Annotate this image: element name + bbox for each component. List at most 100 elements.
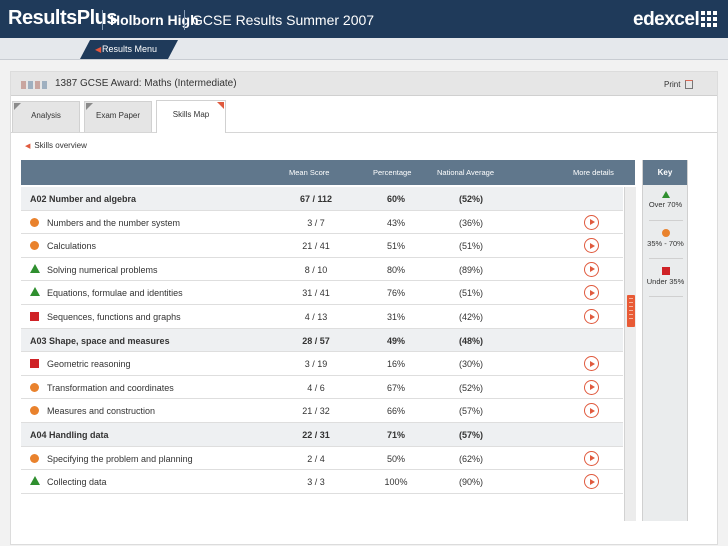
skill-row: Geometric reasoning 3 / 19 16% (30%) (21, 352, 623, 376)
circle-icon (30, 382, 39, 392)
percentage: 43% (386, 217, 405, 228)
skill-label: Sequences, functions and graphs (47, 312, 181, 322)
national-average: (51%) (458, 241, 483, 252)
national-average-header: National Average (437, 168, 494, 177)
national-average: (57%) (458, 406, 483, 417)
brand-name: ResultsPlus (8, 7, 117, 29)
percentage-header: Percentage (373, 168, 412, 177)
national-average: (48%) (458, 335, 483, 346)
percentage: 31% (386, 312, 405, 322)
national-average: (52%) (458, 194, 483, 204)
table-header: Mean Score Percentage National Average M… (21, 160, 635, 185)
tab-skills-map[interactable]: Skills Map (156, 100, 226, 133)
results-title: GCSE Results Summer 2007 (192, 12, 375, 28)
award-logo-icon (21, 81, 47, 89)
mean-score: 21 / 32 (302, 406, 330, 417)
school-name: Holborn High (110, 12, 199, 28)
tab-corner-icon (86, 103, 93, 110)
more-details-button[interactable] (584, 356, 599, 372)
mean-score: 3 / 7 (307, 217, 325, 228)
national-average: (62%) (458, 453, 483, 464)
percentage: 16% (386, 359, 405, 370)
more-details-button[interactable] (584, 403, 599, 419)
more-details-header: More details (573, 168, 614, 177)
results-menu-button[interactable]: ◀ Results Menu (80, 40, 178, 59)
skill-label: Equations, formulae and identities (47, 288, 183, 299)
square-icon (30, 359, 39, 369)
mean-score: 22 / 31 (302, 430, 330, 440)
skill-label: Numbers and the number system (47, 217, 181, 228)
percentage: 71% (386, 430, 405, 440)
section-row: A03 Shape, space and measures 28 / 57 49% (… (21, 328, 623, 353)
mean-score-header: Mean Score (289, 168, 330, 177)
more-details-button[interactable] (584, 214, 599, 230)
apps-grid-icon[interactable] (701, 11, 717, 27)
percentage: 66% (386, 406, 405, 417)
table-scrollbar[interactable] (624, 187, 636, 521)
more-details-button[interactable] (584, 474, 599, 490)
more-details-button[interactable] (584, 285, 599, 301)
back-arrow-icon: ◀ (95, 45, 102, 54)
key-divider (649, 296, 683, 297)
national-average: (57%) (458, 430, 483, 440)
mean-score: 4 / 13 (304, 312, 328, 322)
section-row: A04 Handling data 22 / 31 71% (57%) (21, 423, 623, 447)
percentage: 49% (386, 335, 405, 346)
mean-score: 2 / 4 (307, 453, 325, 464)
print-icon[interactable] (685, 80, 693, 89)
more-details-button[interactable] (584, 238, 599, 254)
tab-label: Analysis (31, 111, 61, 120)
tab-label: Skills Map (172, 110, 210, 119)
tab-corner-icon (14, 103, 21, 110)
tab-bar: Analysis Exam Paper Skills Map (11, 100, 717, 133)
circle-icon (30, 453, 39, 463)
circle-icon (30, 241, 39, 251)
skill-row: Measures and construction 21 / 32 66% (57%) (21, 399, 623, 423)
more-details-button[interactable] (584, 450, 599, 466)
triangle-icon (30, 287, 40, 297)
skill-label: Measures and construction (47, 406, 156, 417)
tab-analysis[interactable]: Analysis (12, 101, 80, 132)
sub-navigation-bar (0, 38, 728, 60)
circle-icon (661, 229, 670, 237)
print-button[interactable]: Print (664, 80, 681, 89)
percentage: 76% (386, 288, 405, 299)
results-panel: 1387 GCSE Award: Maths (Intermediate) Pr… (10, 71, 718, 545)
skills-overview-link[interactable]: ◀ Skills overview (25, 141, 87, 150)
mean-score: 4 / 6 (307, 382, 325, 393)
skill-row: Numbers and the number system 3 / 7 43% (36… (21, 211, 623, 235)
skills-overview-label: Skills overview (34, 141, 87, 150)
more-details-button[interactable] (584, 261, 599, 277)
national-average: (89%) (458, 264, 483, 275)
key-item-35-70: 35% - 70% (646, 229, 685, 248)
skill-row: Calculations 21 / 41 51% (51%) (21, 234, 623, 258)
percentage: 80% (386, 264, 405, 275)
square-icon (30, 312, 39, 321)
skill-label: A03 Shape, space and measures (30, 335, 170, 346)
skill-label: Collecting data (47, 477, 107, 488)
percentage: 100% (384, 477, 408, 488)
circle-icon (30, 217, 39, 227)
app-header: ResultsPlus Holborn High GCSE Results Su… (0, 0, 728, 38)
tab-corner-icon (217, 102, 224, 109)
skill-row: Equations, formulae and identities 31 / 4… (21, 281, 623, 305)
key-title: Key (643, 160, 687, 185)
scrollbar-thumb[interactable] (627, 295, 635, 327)
key-panel: Key Over 70% 35% - 70% Under 35% (642, 160, 688, 521)
key-label: 35% - 70% (647, 239, 684, 248)
more-details-button[interactable] (584, 309, 599, 324)
skill-label: Geometric reasoning (47, 359, 131, 370)
mean-score: 3 / 3 (307, 477, 325, 488)
tab-exam-paper[interactable]: Exam Paper (84, 101, 152, 132)
national-average: (36%) (458, 217, 483, 228)
key-item-under-35: Under 35% (646, 267, 685, 286)
skill-label: A04 Handling data (30, 430, 109, 440)
national-average: (52%) (458, 382, 483, 393)
more-details-button[interactable] (584, 379, 599, 395)
skill-label: Transformation and coordinates (47, 382, 174, 393)
mean-score: 3 / 19 (304, 359, 328, 370)
skill-row: Specifying the problem and planning 2 / 4… (21, 447, 623, 471)
skill-row: Transformation and coordinates 4 / 6 67% (5… (21, 376, 623, 400)
key-item-over-70: Over 70% (646, 191, 685, 209)
skill-row: Sequences, functions and graphs 4 / 13 31%… (21, 305, 623, 329)
